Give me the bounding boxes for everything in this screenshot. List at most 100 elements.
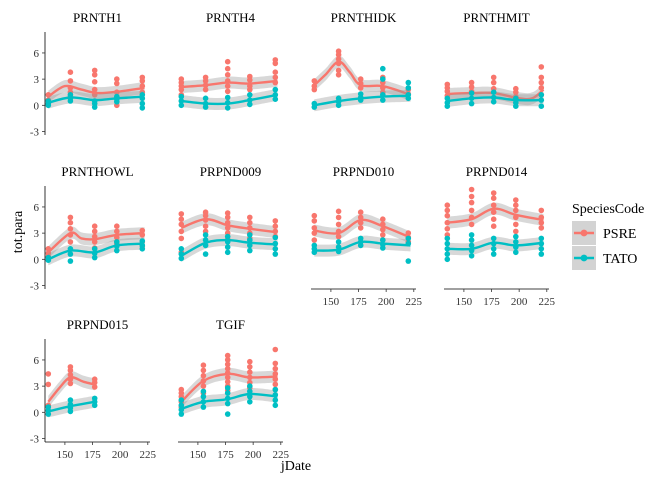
data-point-tato bbox=[178, 93, 185, 100]
smooth-line-tato bbox=[181, 93, 278, 106]
data-point-psre bbox=[114, 80, 120, 87]
data-point-tato bbox=[200, 388, 207, 395]
data-point-psre bbox=[272, 60, 279, 67]
data-point-psre bbox=[200, 367, 207, 374]
data-point-tato bbox=[538, 103, 545, 109]
data-point-psre bbox=[468, 193, 475, 200]
smooth-line-psre bbox=[181, 79, 278, 89]
data-point-tato bbox=[490, 246, 497, 252]
data-point-psre bbox=[67, 78, 74, 84]
data-point-psre bbox=[202, 78, 209, 84]
smooth-line-tato bbox=[47, 95, 145, 104]
data-point-psre bbox=[139, 227, 146, 234]
data-point-psre bbox=[444, 226, 451, 232]
data-point-psre bbox=[380, 216, 386, 222]
x-tick-label: 200 bbox=[245, 449, 262, 461]
data-point-psre bbox=[67, 380, 74, 387]
data-point-psre bbox=[335, 214, 342, 221]
y-axis-title: tot.para bbox=[11, 210, 26, 253]
data-point-psre bbox=[224, 72, 231, 78]
data-point-psre bbox=[490, 190, 497, 196]
data-point-tato bbox=[200, 393, 207, 400]
legend-item-psre: PSRE bbox=[572, 221, 636, 245]
data-point-tato bbox=[224, 390, 231, 396]
x-axis-title: jDate bbox=[280, 459, 311, 474]
data-point-psre bbox=[224, 210, 231, 216]
facet-panel-prpnd009: PRPND009 bbox=[178, 164, 279, 262]
data-point-tato bbox=[513, 103, 519, 109]
data-point-psre bbox=[272, 365, 279, 372]
data-point-psre bbox=[490, 209, 497, 215]
data-point-psre bbox=[202, 223, 209, 229]
data-point-psre bbox=[224, 88, 231, 95]
y-tick-label: -3 bbox=[30, 434, 40, 446]
data-point-tato bbox=[114, 239, 120, 245]
data-point-tato bbox=[91, 104, 98, 110]
data-point-psre bbox=[468, 84, 475, 90]
data-point-tato bbox=[357, 242, 364, 249]
data-point-psre bbox=[335, 221, 342, 228]
data-point-tato bbox=[202, 104, 209, 110]
data-point-psre bbox=[538, 74, 545, 81]
data-point-tato bbox=[513, 239, 519, 245]
data-point-psre bbox=[91, 67, 98, 74]
data-point-tato bbox=[272, 86, 279, 93]
confidence-band-psre bbox=[314, 55, 411, 101]
data-point-psre bbox=[311, 237, 318, 243]
data-point-psre bbox=[468, 221, 475, 228]
data-point-tato bbox=[224, 385, 231, 391]
data-point-tato bbox=[202, 251, 209, 257]
data-point-tato bbox=[490, 99, 497, 105]
data-point-tato bbox=[335, 102, 342, 109]
data-point-psre bbox=[513, 228, 519, 235]
facet-panel-prpnd010: PRPND010 150 175 200 225 bbox=[311, 164, 423, 308]
data-point-psre bbox=[335, 51, 342, 58]
data-point-tato bbox=[139, 238, 146, 244]
data-point-psre bbox=[91, 79, 98, 85]
data-point-tato bbox=[67, 258, 74, 264]
smooth-line-tato bbox=[47, 242, 145, 261]
data-point-tato bbox=[405, 235, 412, 242]
data-point-tato bbox=[444, 103, 451, 109]
data-point-psre bbox=[67, 226, 74, 232]
data-point-tato bbox=[114, 247, 120, 254]
x-tick-label: 150 bbox=[57, 449, 74, 461]
data-point-tato bbox=[380, 65, 386, 72]
data-point-tato bbox=[247, 92, 253, 98]
data-point-tato bbox=[247, 232, 253, 238]
legend-title: SpeciesCode bbox=[572, 202, 644, 217]
data-point-psre bbox=[224, 357, 231, 363]
facet-panel-prnth1: PRNTH1 -3 0 3 6 bbox=[30, 10, 146, 139]
data-point-tato bbox=[178, 397, 185, 403]
y-tick-label: -3 bbox=[30, 127, 40, 139]
data-point-psre bbox=[444, 212, 451, 219]
x-tick-label: 150 bbox=[190, 449, 207, 461]
data-point-tato bbox=[67, 397, 74, 403]
x-tick-label: 150 bbox=[323, 296, 340, 308]
data-point-psre bbox=[490, 79, 497, 86]
smooth-line-psre bbox=[180, 217, 278, 234]
data-point-tato bbox=[139, 100, 146, 107]
data-point-psre bbox=[468, 207, 475, 214]
data-point-tato bbox=[67, 98, 74, 104]
data-point-psre bbox=[272, 346, 279, 353]
data-point-tato bbox=[224, 400, 231, 407]
data-point-psre bbox=[335, 233, 342, 240]
smooth-line-tato bbox=[180, 392, 278, 410]
data-point-psre bbox=[513, 89, 519, 95]
x-tick-label: 175 bbox=[84, 449, 101, 461]
data-point-psre bbox=[357, 76, 364, 82]
y-tick-label: 0 bbox=[34, 407, 40, 419]
x-tick-label: 175 bbox=[217, 449, 234, 461]
data-point-psre bbox=[67, 69, 74, 75]
data-point-psre bbox=[247, 77, 253, 83]
y-tick-label: 3 bbox=[34, 381, 40, 393]
data-point-psre bbox=[178, 221, 185, 228]
facet-title-prnth1: PRNTH1 bbox=[73, 10, 122, 25]
data-point-tato bbox=[178, 255, 185, 262]
data-point-psre bbox=[247, 364, 253, 370]
legend-point-tato bbox=[580, 254, 588, 262]
legend-label-psre: PSRE bbox=[603, 227, 636, 242]
data-point-psre bbox=[224, 58, 231, 65]
data-point-psre bbox=[357, 209, 364, 215]
